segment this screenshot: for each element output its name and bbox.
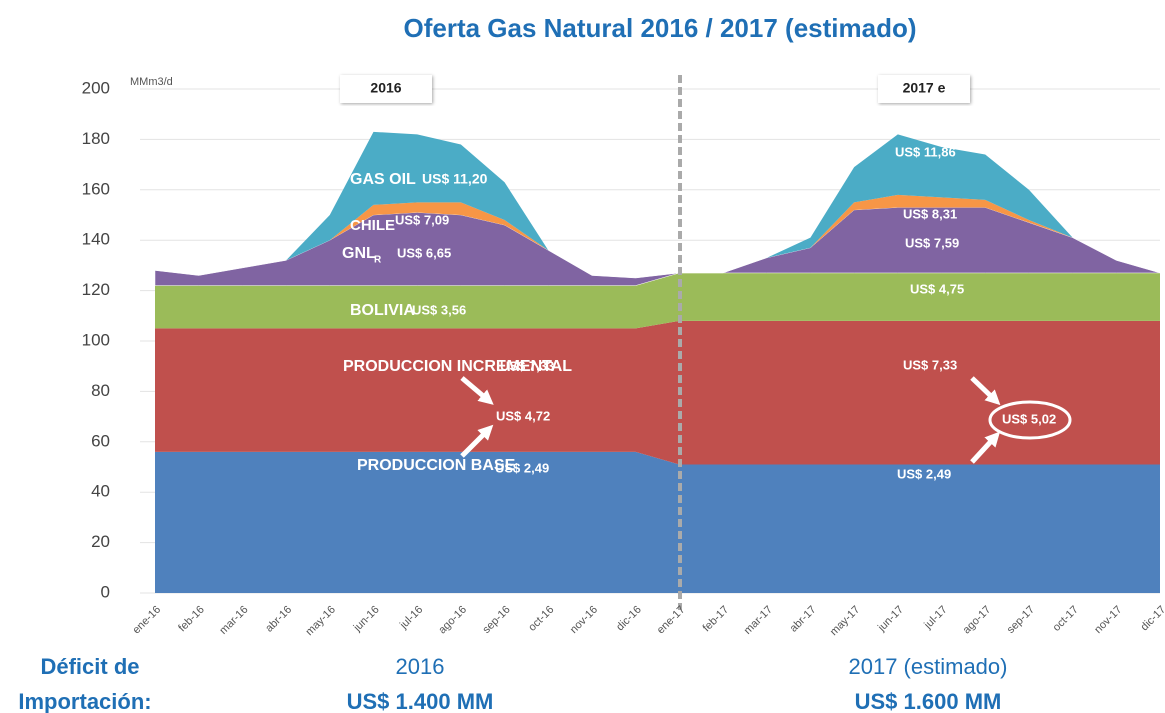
annotation: US$ 7,59 (905, 235, 959, 250)
y-tick-label: 200 (82, 78, 110, 97)
x-tick-label: abr-17 (788, 604, 819, 635)
annotation: 2016 (370, 80, 401, 96)
footer-label: Importación: (18, 689, 151, 713)
y-tick-label: 160 (82, 179, 110, 198)
annotation: MMm3/d (130, 76, 173, 88)
x-tick-label: abr-16 (263, 604, 294, 635)
annotation: R (374, 255, 382, 266)
y-tick-label: 180 (82, 129, 110, 148)
x-tick-label: ene-16 (130, 604, 163, 637)
series-label: PRODUCCION BASE (357, 457, 516, 474)
x-tick-label: jun-17 (875, 604, 906, 635)
footer-amount: US$ 1.600 MM (855, 689, 1002, 713)
annotation: US$ 11,20 (422, 171, 488, 187)
x-tick-label: oct-16 (526, 604, 556, 634)
area (155, 131, 1160, 278)
x-tick-label: ago-16 (436, 604, 469, 637)
annotation: US$ 5,02 (1002, 411, 1056, 426)
x-tick-label: jun-16 (351, 604, 382, 635)
annotation: US$ 7,33 (500, 358, 554, 373)
year-box (340, 75, 432, 103)
y-tick-label: 40 (91, 482, 110, 501)
annotation: US$ 6,65 (397, 245, 451, 260)
annotation: 2017 e (903, 80, 946, 96)
x-tick-label: ene-17 (655, 604, 688, 637)
series-label: CHILE (350, 217, 395, 234)
x-tick-label: nov-17 (1092, 604, 1124, 636)
footer-label: Déficit de (40, 654, 139, 679)
annotation: US$ 7,33 (903, 357, 957, 372)
x-tick-label: may-16 (304, 604, 338, 638)
y-tick-label: 80 (91, 381, 110, 400)
y-tick-label: 20 (91, 532, 110, 551)
chart-title: Oferta Gas Natural 2016 / 2017 (estimado… (403, 13, 916, 43)
arrows (460, 376, 1001, 464)
series-label: PRODUCCION INCREMENTAL (343, 358, 572, 375)
y-tick-label: 60 (91, 431, 110, 450)
area (155, 320, 1160, 465)
highlight (988, 400, 1072, 440)
footer-period: 2017 (estimado) (849, 654, 1008, 679)
annotation: US$ 11,86 (895, 144, 956, 159)
x-tick-label: oct-17 (1051, 604, 1081, 634)
y-tick-label: 0 (101, 582, 110, 601)
area (155, 451, 1160, 593)
area (155, 272, 1160, 329)
series-label: GNL (342, 245, 376, 262)
x-tick-label: dic-16 (614, 604, 644, 634)
series-label: GAS OIL (350, 171, 416, 188)
x-tick-label: sep-16 (480, 604, 512, 636)
footer-period: 2016 (396, 654, 445, 679)
annotation: US$ 2,49 (897, 466, 951, 481)
annotation: US$ 4,72 (496, 408, 550, 423)
x-tick-label: jul-17 (921, 604, 949, 632)
x-tick-label: jul-16 (397, 604, 425, 632)
x-tick-label: sep-17 (1005, 604, 1037, 636)
x-tick-label: may-17 (828, 604, 862, 638)
annotation: US$ 3,56 (412, 302, 466, 317)
series-label: BOLIVIA (350, 302, 415, 319)
year-box (878, 75, 970, 103)
annotation: US$ 2,49 (495, 460, 549, 475)
y-tick-label: 100 (82, 330, 110, 349)
x-tick-label: ago-17 (961, 604, 994, 637)
annotation: US$ 7,09 (395, 212, 449, 227)
area (154, 207, 1161, 286)
footer-amount: US$ 1.400 MM (347, 689, 494, 713)
annotation: US$ 8,31 (903, 206, 957, 221)
x-tick-label: feb-16 (176, 604, 207, 635)
x-tick-label: mar-16 (217, 604, 250, 637)
y-tick-label: 120 (82, 280, 110, 299)
annotation: US$ 4,75 (910, 281, 964, 296)
y-tick-label: 140 (82, 230, 110, 249)
x-tick-label: nov-16 (568, 604, 600, 636)
x-tick-label: mar-17 (742, 604, 775, 637)
x-tick-label: dic-17 (1139, 604, 1165, 634)
x-tick-label: feb-17 (701, 604, 732, 635)
